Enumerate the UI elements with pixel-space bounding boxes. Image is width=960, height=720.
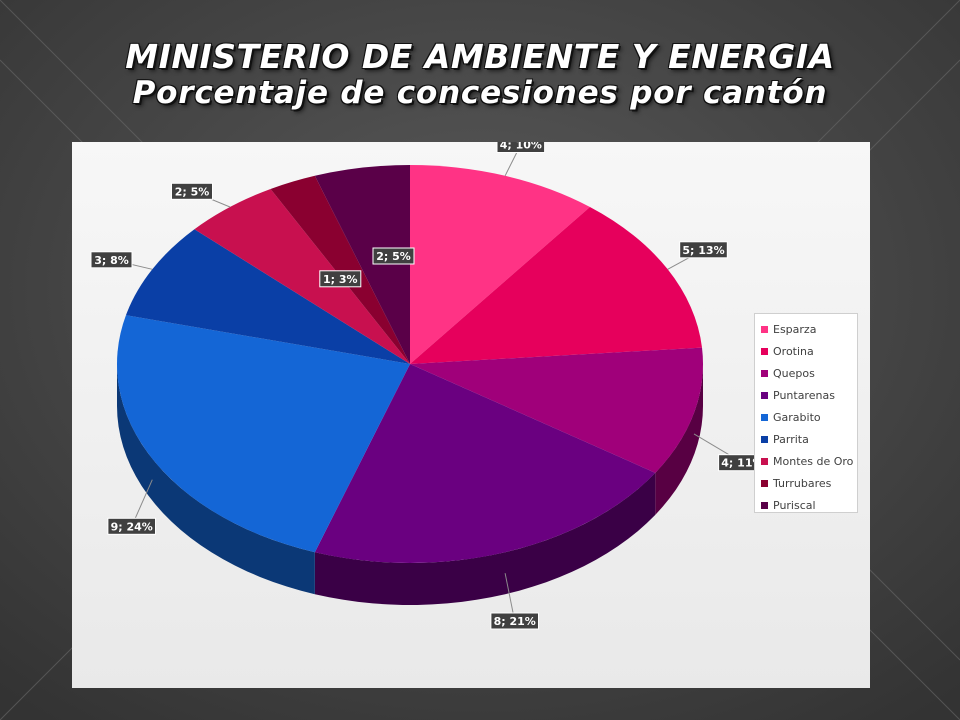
pie-slice-orotina[interactable]	[410, 206, 702, 364]
data-label-box	[496, 142, 546, 153]
data-label-turrubares: 1; 3%	[319, 270, 362, 288]
pie-side-puntarenas	[314, 472, 656, 605]
data-label-box	[372, 247, 415, 265]
pie-slice-puriscal[interactable]	[314, 165, 410, 364]
pie-slice-garabito[interactable]	[117, 315, 410, 553]
legend-swatch	[761, 347, 768, 355]
pie-slice-esparza[interactable]	[410, 165, 590, 364]
title-line-2: Porcentaje de concesiones por cantón	[132, 74, 828, 111]
pie-slice-quepos[interactable]	[410, 347, 704, 473]
data-label-box	[107, 517, 156, 535]
legend-label: Montes de Oro	[773, 454, 854, 468]
legend-item-puriscal: Puriscal	[761, 494, 857, 516]
legend-label: Orotina	[773, 344, 814, 358]
pie-sides	[117, 364, 703, 605]
data-label-text: 1; 3%	[323, 273, 358, 286]
legend-label: Quepos	[773, 366, 815, 380]
legend-item-puntarenas: Puntarenas	[761, 384, 857, 406]
legend-label: Esparza	[773, 322, 817, 336]
data-label-puriscal: 2; 5%	[372, 247, 415, 265]
legend-label: Parrita	[773, 432, 809, 446]
data-label-text: 9; 24%	[111, 520, 153, 533]
data-label-garabito: 9; 24%	[107, 517, 156, 535]
pie-side-garabito	[117, 364, 315, 595]
slide-title: MINISTERIO DE AMBIENTE Y ENERGIA Porcent…	[60, 38, 900, 112]
data-label-box	[319, 270, 362, 288]
data-label-text: 4; 11%	[721, 457, 763, 470]
pie-slice-turrubares[interactable]	[270, 175, 410, 364]
data-label-text: 3; 8%	[94, 254, 129, 267]
legend-swatch	[761, 457, 768, 465]
pie-chart: 4; 10% 5; 13% 4; 11% 8; 21% 9; 24% 3; 8% 2; 5%…	[72, 142, 870, 688]
legend-item-quepos: Quepos	[761, 362, 857, 384]
data-label-orotina: 5; 13%	[679, 241, 728, 259]
chart-legend: Esparza Orotina Quepos Puntarenas Garabito Pa…	[754, 313, 858, 513]
pie-side-quepos	[655, 364, 703, 515]
pie-labels: 4; 10% 5; 13% 4; 11% 8; 21% 9; 24% 3; 8% 2; 5%…	[90, 142, 767, 630]
data-label-parrita: 3; 8%	[90, 251, 133, 269]
legend-item-montes-de-oro: Montes de Oro	[761, 450, 857, 472]
data-label-text: 5; 13%	[682, 244, 724, 257]
legend-item-orotina: Orotina	[761, 340, 857, 362]
legend-item-turrubares: Turrubares	[761, 472, 857, 494]
pie-slice-parrita[interactable]	[125, 229, 410, 364]
legend-item-garabito: Garabito	[761, 406, 857, 428]
legend-swatch	[761, 435, 768, 443]
legend-label: Puntarenas	[773, 388, 835, 402]
data-label-montes-de-oro: 2; 5%	[171, 182, 213, 200]
legend-item-esparza: Esparza	[761, 318, 857, 340]
data-label-box	[679, 241, 728, 259]
legend-label: Puriscal	[773, 498, 816, 512]
data-label-text: 2; 5%	[376, 250, 411, 263]
pie-tops	[117, 165, 704, 564]
legend-swatch	[761, 369, 768, 377]
data-label-esparza: 4; 10%	[496, 142, 546, 153]
data-label-text: 4; 10%	[500, 142, 542, 152]
legend-swatch	[761, 391, 768, 399]
legend-label: Turrubares	[773, 476, 832, 490]
legend-item-parrita: Parrita	[761, 428, 857, 450]
data-label-box	[171, 182, 213, 200]
legend-swatch	[761, 413, 768, 421]
pie-slice-puntarenas[interactable]	[314, 364, 656, 564]
title-line-1: MINISTERIO DE AMBIENTE Y ENERGIA	[125, 37, 835, 76]
legend-swatch	[761, 501, 768, 509]
legend-swatch	[761, 479, 768, 487]
data-label-text: 8; 21%	[494, 615, 536, 628]
data-label-box	[90, 251, 133, 269]
data-label-puntarenas: 8; 21%	[490, 612, 539, 630]
legend-label: Garabito	[773, 410, 821, 424]
data-label-box	[490, 612, 539, 630]
data-label-text: 2; 5%	[175, 185, 210, 198]
pie-slice-montes-de-oro[interactable]	[194, 188, 410, 364]
legend-swatch	[761, 325, 768, 333]
